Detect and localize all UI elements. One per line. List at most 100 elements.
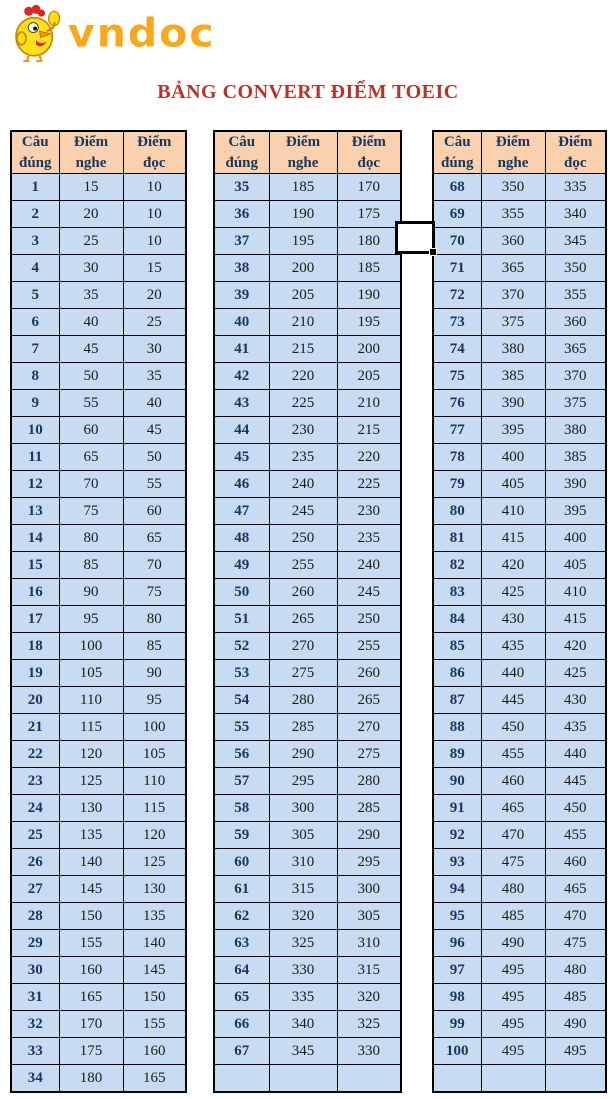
conversion-table-35-67: Câu đúng Điểm nghe Điểm đọc 35 185 170 36 190 17…: [213, 130, 402, 1093]
table-row: 70 360 345: [432, 227, 607, 255]
cell-diem-nghe: 40: [58, 308, 124, 336]
cell-cau-dung: 1: [10, 173, 60, 201]
cell-cau-dung: 83: [432, 578, 482, 606]
cell-diem-nghe: 445: [480, 686, 546, 714]
cell-diem-doc: 465: [544, 875, 607, 903]
cell-diem-nghe: 90: [58, 578, 124, 606]
cell-cau-dung: 35: [213, 173, 270, 201]
table-row: 84 430 415: [432, 605, 607, 633]
cell-diem-nghe: 30: [58, 254, 124, 282]
cell-cau-dung: 22: [10, 740, 60, 768]
cell-cau-dung: 97: [432, 956, 482, 984]
cell-diem-nghe: 185: [268, 173, 338, 201]
table-row: 10 60 45: [10, 416, 187, 444]
conversion-table-1-34: Câu đúng Điểm nghe Điểm đọc 1 15 10 2 20 10 3 25 10…: [10, 130, 187, 1093]
cell-cau-dung: 46: [213, 470, 270, 498]
cell-diem-nghe: 485: [480, 902, 546, 930]
cell-diem-doc: 485: [544, 983, 607, 1011]
cell-cau-dung: 8: [10, 362, 60, 390]
cell-cau-dung: 77: [432, 416, 482, 444]
cell-cau-dung: 82: [432, 551, 482, 579]
cell-diem-doc: 410: [544, 578, 607, 606]
vndoc-wordmark: vndoc: [68, 9, 216, 56]
cell-diem-nghe: 215: [268, 335, 338, 363]
table-row: 25 135 120: [10, 821, 187, 849]
table-row: 60 310 295: [213, 848, 402, 876]
cell-diem-doc: 460: [544, 848, 607, 876]
cell-diem-doc: 230: [336, 497, 402, 525]
cell-cau-dung: 64: [213, 956, 270, 984]
table-row: 48 250 235: [213, 524, 402, 552]
table-row: 26 140 125: [10, 848, 187, 876]
cell-diem-nghe: 450: [480, 713, 546, 741]
cell-diem-doc: 10: [122, 200, 187, 228]
cell-diem-nghe: 310: [268, 848, 338, 876]
cell-cau-dung: 63: [213, 929, 270, 957]
cell-diem-nghe: 320: [268, 902, 338, 930]
column-header: Câu đúng: [213, 130, 270, 174]
cell-diem-doc: 390: [544, 470, 607, 498]
table-row: 30 160 145: [10, 956, 187, 984]
table-row: 98 495 485: [432, 983, 607, 1011]
cell-diem-nghe: 210: [268, 308, 338, 336]
table-row: 72 370 355: [432, 281, 607, 309]
cell-diem-nghe: 365: [480, 254, 546, 282]
table-row: 35 185 170: [213, 173, 402, 201]
cell-diem-nghe: 420: [480, 551, 546, 579]
table-row: 17 95 80: [10, 605, 187, 633]
cell-cau-dung: 96: [432, 929, 482, 957]
column-header: Câu đúng: [10, 130, 60, 174]
cell-diem-doc: 255: [336, 632, 402, 660]
cell-diem-nghe: 125: [58, 767, 124, 795]
cell-diem-doc: 95: [122, 686, 187, 714]
cell-cau-dung: 72: [432, 281, 482, 309]
cell-diem-doc: 265: [336, 686, 402, 714]
cell-cau-dung: 49: [213, 551, 270, 579]
cell-cau-dung: 21: [10, 713, 60, 741]
cell-diem-doc: 215: [336, 416, 402, 444]
cell-cau-dung: 11: [10, 443, 60, 471]
cell-diem-nghe: 415: [480, 524, 546, 552]
cell-cau-dung: 26: [10, 848, 60, 876]
selected-cell[interactable]: [395, 221, 437, 256]
cell-diem-doc: 240: [336, 551, 402, 579]
cell-diem-doc: 355: [544, 281, 607, 309]
cell-cau-dung: 75: [432, 362, 482, 390]
cell-diem-doc: 420: [544, 632, 607, 660]
table-row: 31 165 150: [10, 983, 187, 1011]
table-row: 34 180 165: [10, 1064, 187, 1093]
cell-diem-nghe: 430: [480, 605, 546, 633]
cell-cau-dung: 81: [432, 524, 482, 552]
table-row: 65 335 320: [213, 983, 402, 1011]
cell-cau-dung: 84: [432, 605, 482, 633]
table-row: 63 325 310: [213, 929, 402, 957]
table-row: 100 495 495: [432, 1037, 607, 1065]
cell-diem-nghe: 260: [268, 578, 338, 606]
cell-cau-dung: 13: [10, 497, 60, 525]
table-row: 29 155 140: [10, 929, 187, 957]
cell-diem-nghe: 335: [268, 983, 338, 1011]
cell-diem-doc: 45: [122, 416, 187, 444]
cell-cau-dung: 100: [432, 1037, 482, 1065]
conversion-table-68-100: Câu đúng Điểm nghe Điểm đọc 68 350 335 69 355 34…: [432, 130, 607, 1093]
table-row: 85 435 420: [432, 632, 607, 660]
cell-cau-dung: 71: [432, 254, 482, 282]
cell-diem-doc: 75: [122, 578, 187, 606]
cell-cau-dung: 24: [10, 794, 60, 822]
cell-diem-doc: 280: [336, 767, 402, 795]
cell-diem-doc: 345: [544, 227, 607, 255]
cell-diem-nghe: 345: [268, 1037, 338, 1065]
cell-diem-nghe: 150: [58, 902, 124, 930]
table-row: 67 345 330: [213, 1037, 402, 1065]
cell-diem-nghe: 455: [480, 740, 546, 768]
cell-diem-doc: 205: [336, 362, 402, 390]
cell-cau-dung: 57: [213, 767, 270, 795]
cell-cau-dung: 66: [213, 1010, 270, 1038]
table-row: 45 235 220: [213, 443, 402, 471]
cell-diem-doc: 120: [122, 821, 187, 849]
cell-diem-doc: 340: [544, 200, 607, 228]
table-row: 40 210 195: [213, 308, 402, 336]
cell-diem-doc: 190: [336, 281, 402, 309]
fill-handle[interactable]: [429, 248, 437, 256]
table-row: 15 85 70: [10, 551, 187, 579]
